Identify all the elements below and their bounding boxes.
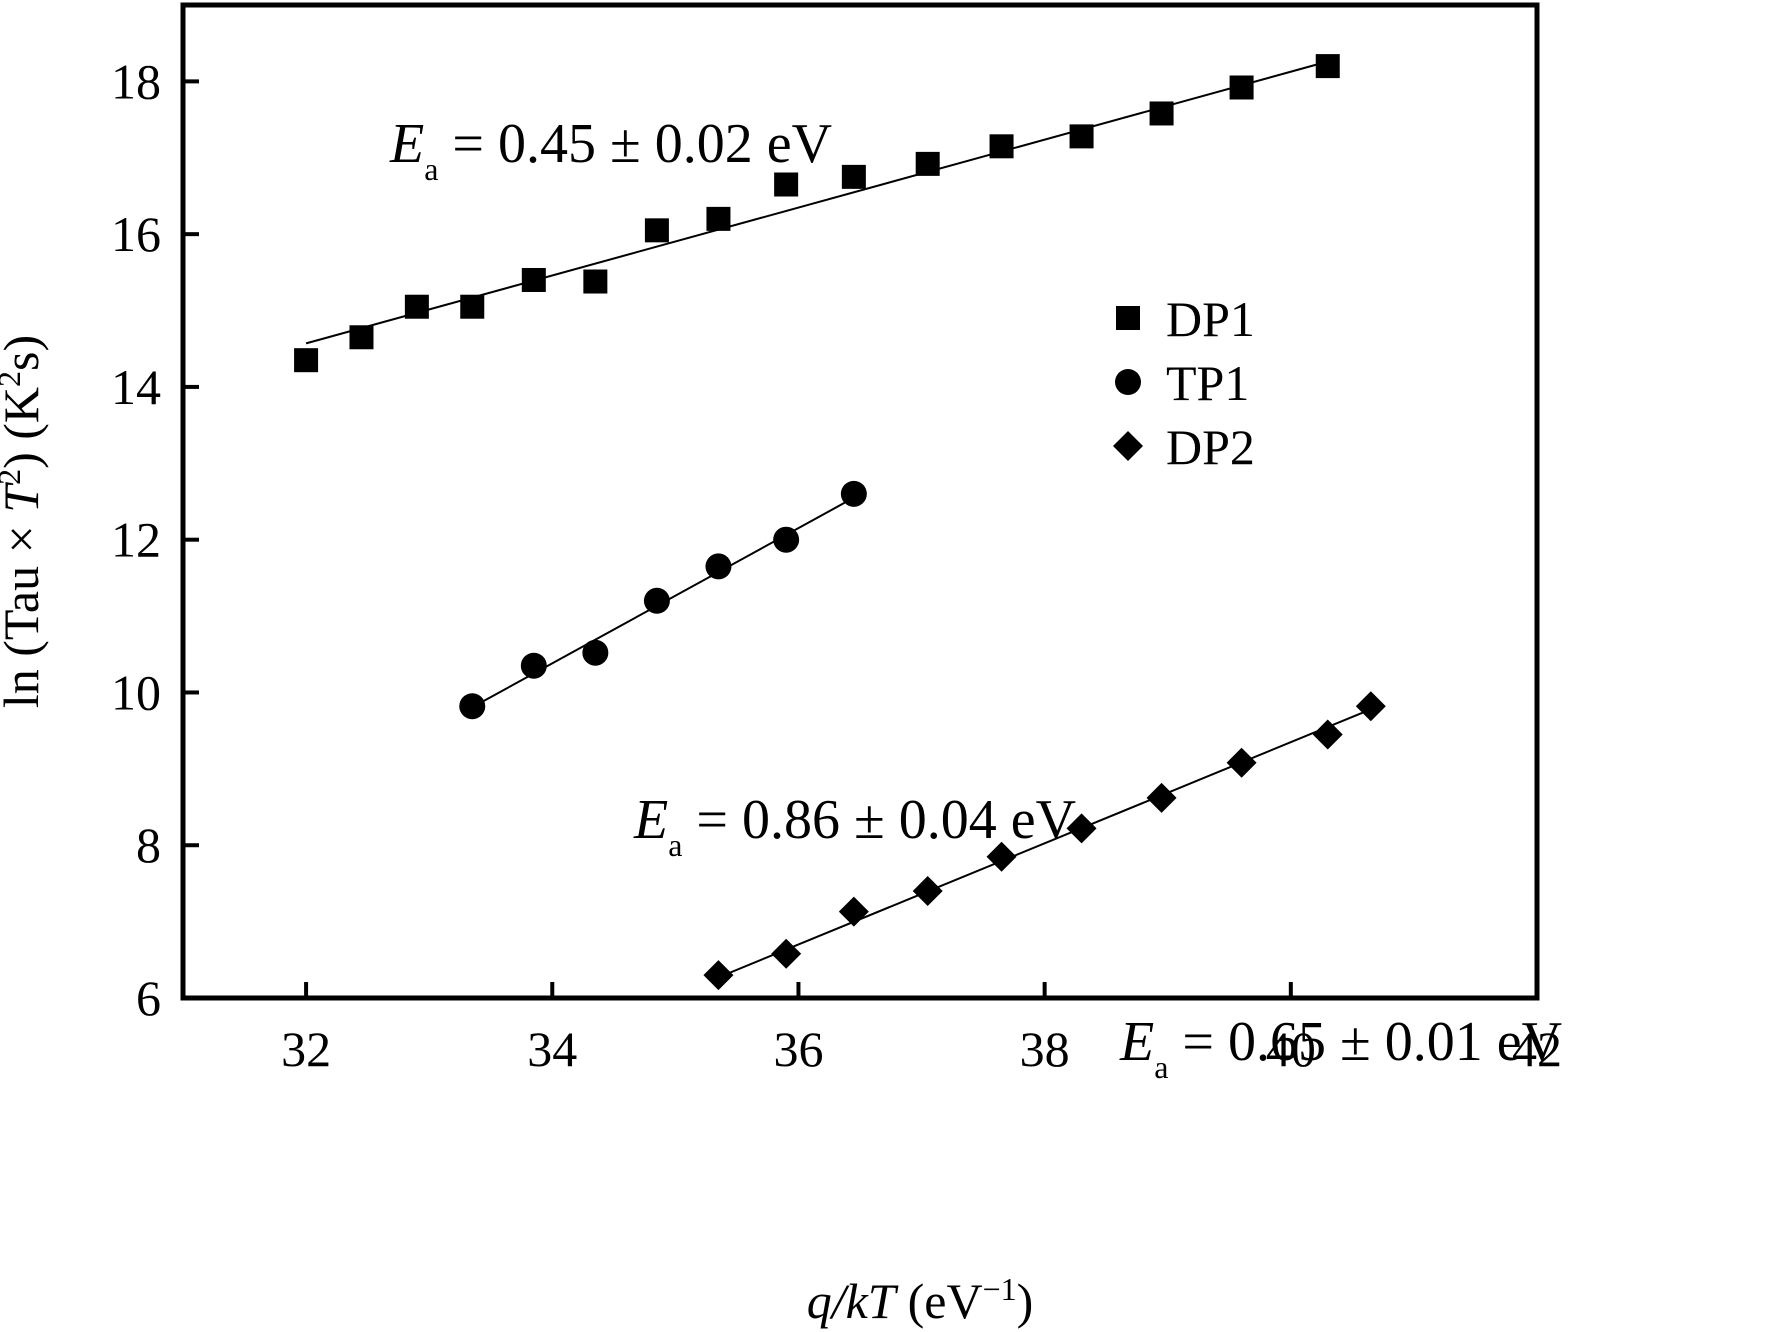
dp1-point [644, 218, 669, 243]
dp1-legend-label: DP1 [1166, 291, 1255, 347]
legend-item-dp2: DP2 [1113, 419, 1255, 475]
dp1-point [841, 164, 866, 189]
dp2-point [1066, 813, 1097, 844]
tp1-point [840, 480, 867, 507]
tp1-point [459, 693, 486, 720]
x-axis-label: q/kT (eV−1) [807, 1271, 1034, 1329]
dp2-point [1312, 719, 1343, 750]
dp2-point [1226, 747, 1257, 778]
tp1-point [582, 639, 609, 666]
dp2-point [1146, 782, 1177, 813]
dp2-point [912, 876, 943, 907]
legend: DP1 TP1 DP2 [1113, 291, 1255, 475]
tp1-activation-energy: Ea = 0.86 ± 0.04 eV [633, 789, 1076, 863]
tp1-point [520, 652, 547, 679]
dp2-point [986, 841, 1017, 872]
x-tick-label: 42 [1512, 1021, 1562, 1077]
dp1-point [706, 206, 731, 231]
annotations: Ea = 0.45 ± 0.02 eV Ea = 0.86 ± 0.04 eV Ea… [389, 113, 1562, 1085]
dp1-point [1229, 75, 1254, 100]
axis-ticks: 32 34 36 38 40 42 6 8 10 12 14 16 18 [111, 53, 1562, 1077]
dp2-activation-energy: Ea = 0.65 ± 0.01 eV [1119, 1011, 1562, 1085]
y-tick-label: 10 [111, 664, 161, 720]
dp1-activation-energy: Ea = 0.45 ± 0.02 eV [389, 113, 832, 187]
dp1-point [460, 294, 485, 319]
dp1-point [774, 172, 799, 197]
dp1-point [349, 325, 374, 350]
dp1-point [294, 348, 319, 373]
dp1-point [404, 294, 429, 319]
plot-frame [180, 2, 1540, 1001]
tp1-point [705, 553, 732, 580]
tp1-legend-marker [1115, 369, 1141, 395]
tp1-point [773, 526, 800, 553]
dp2-fit-line [718, 708, 1372, 979]
dp1-point [1149, 101, 1174, 126]
dp2-point [1355, 691, 1386, 722]
dp1-point [915, 151, 940, 176]
dp2-legend-label: DP2 [1166, 419, 1255, 475]
x-tick-label: 36 [773, 1021, 823, 1077]
x-tick-label: 40 [1266, 1021, 1316, 1077]
dp2-point [703, 960, 734, 991]
legend-item-tp1: TP1 [1115, 355, 1249, 411]
y-tick-label: 8 [136, 817, 161, 873]
dp2-point [838, 896, 869, 927]
dp1-point [521, 267, 546, 292]
tp1-legend-label: TP1 [1166, 355, 1249, 411]
y-tick-label: 16 [111, 206, 161, 262]
legend-item-dp1: DP1 [1116, 291, 1255, 347]
y-tick-label: 14 [111, 359, 161, 415]
x-tick-label: 32 [281, 1021, 331, 1077]
dp1-legend-marker [1116, 306, 1140, 330]
data-points [294, 54, 1386, 991]
dp1-point [1315, 54, 1340, 79]
tp1-point [643, 587, 670, 614]
y-tick-label: 12 [111, 512, 161, 568]
x-tick-label: 34 [527, 1021, 577, 1077]
dp1-point [583, 269, 608, 294]
dp1-point [1069, 124, 1094, 149]
dp2-legend-marker [1113, 431, 1143, 461]
x-tick-label: 38 [1020, 1021, 1070, 1077]
y-tick-label: 6 [136, 970, 161, 1026]
y-axis-label: ln (Tau × T2) (K2s) [0, 335, 49, 708]
dp2-point [771, 938, 802, 969]
y-tick-label: 18 [111, 53, 161, 109]
dp1-point [989, 134, 1014, 159]
